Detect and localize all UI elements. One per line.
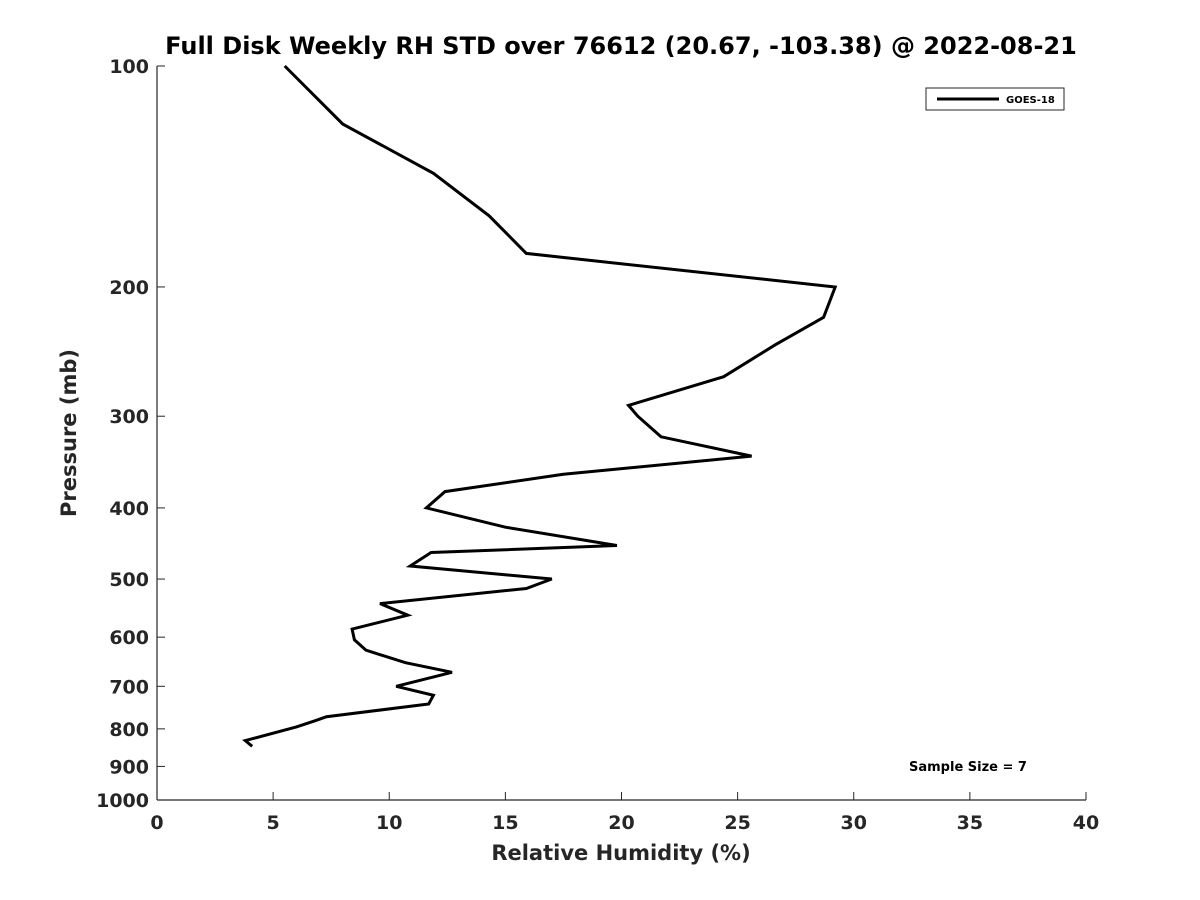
legend-label-goes-18: GOES-18 bbox=[1006, 95, 1055, 106]
x-tick-label: 15 bbox=[492, 812, 518, 834]
legend: GOES-18 bbox=[925, 87, 1065, 111]
y-tick-label: 400 bbox=[109, 498, 149, 520]
x-axis-ticks: 0 5 10 15 20 25 30 35 40 bbox=[150, 792, 1099, 834]
y-axis-label: Pressure (mb) bbox=[57, 349, 81, 517]
x-tick-label: 20 bbox=[608, 812, 634, 834]
y-tick-label: 600 bbox=[109, 627, 149, 649]
x-tick-label: 5 bbox=[267, 812, 280, 834]
y-tick-label: 800 bbox=[109, 719, 149, 741]
y-tick-label: 1000 bbox=[96, 790, 149, 812]
x-tick-label: 10 bbox=[376, 812, 402, 834]
x-tick-label: 0 bbox=[150, 812, 163, 834]
series-line-goes-18 bbox=[242, 64, 838, 748]
y-tick-label: 500 bbox=[109, 569, 149, 591]
x-tick-label: 30 bbox=[841, 812, 867, 834]
series-layer bbox=[242, 64, 838, 748]
y-tick-label: 700 bbox=[109, 676, 149, 698]
x-tick-label: 35 bbox=[957, 812, 983, 834]
chart-title: Full Disk Weekly RH STD over 76612 (20.6… bbox=[165, 32, 1077, 60]
y-tick-label: 100 bbox=[109, 56, 149, 78]
y-tick-label: 200 bbox=[109, 277, 149, 299]
y-tick-label: 900 bbox=[109, 756, 149, 778]
sample-size-annotation: Sample Size = 7 bbox=[909, 760, 1027, 775]
x-axis-label: Relative Humidity (%) bbox=[491, 841, 750, 865]
x-tick-label: 40 bbox=[1073, 812, 1099, 834]
y-axis-ticks: 100 200 300 400 500 600 700 800 900 1000 bbox=[96, 56, 165, 812]
y-tick-label: 300 bbox=[109, 406, 149, 428]
x-tick-label: 25 bbox=[724, 812, 750, 834]
